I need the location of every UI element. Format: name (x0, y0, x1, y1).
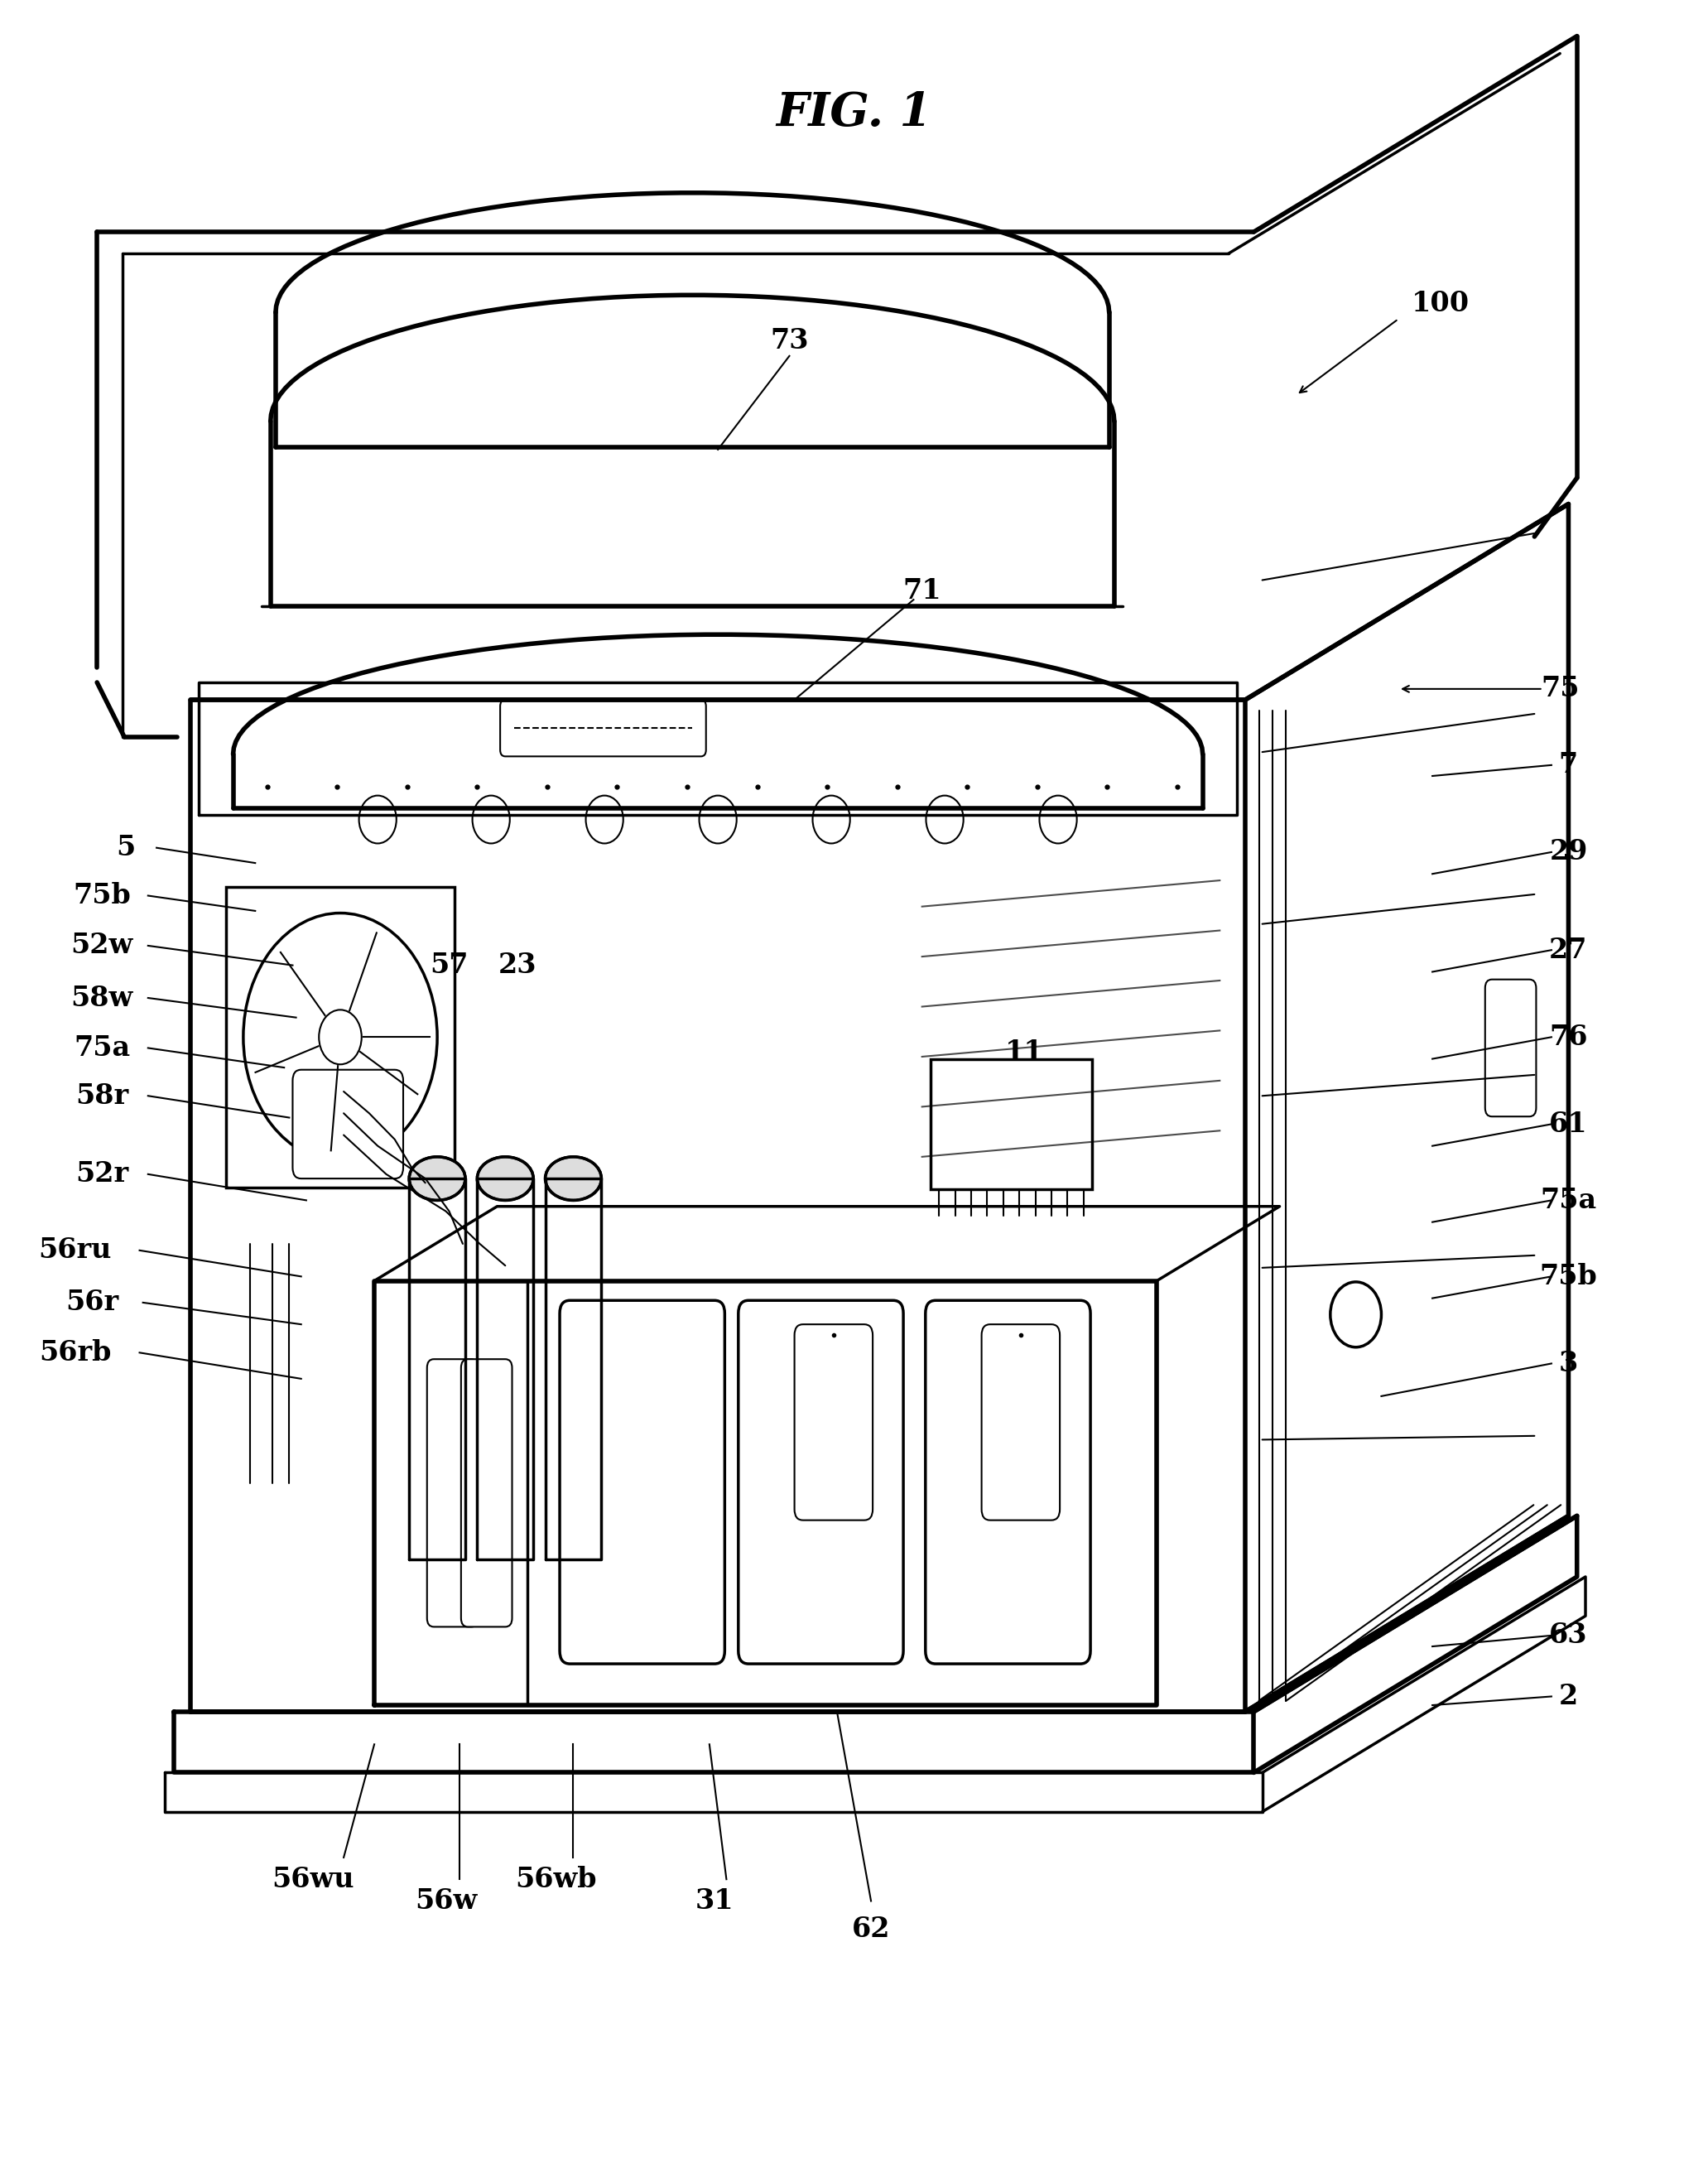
Text: 56r: 56r (65, 1288, 118, 1316)
FancyBboxPatch shape (982, 1325, 1061, 1519)
FancyBboxPatch shape (1486, 980, 1535, 1116)
Text: 76: 76 (1549, 1024, 1588, 1050)
Text: 75b: 75b (1539, 1262, 1597, 1290)
Text: 11: 11 (1004, 1039, 1044, 1065)
FancyBboxPatch shape (292, 1070, 403, 1179)
Text: 27: 27 (1549, 937, 1588, 963)
Text: 75a: 75a (1541, 1188, 1597, 1214)
FancyBboxPatch shape (500, 701, 705, 755)
FancyBboxPatch shape (926, 1301, 1090, 1663)
Text: 61: 61 (1549, 1111, 1588, 1137)
FancyBboxPatch shape (461, 1360, 512, 1626)
Text: 56wb: 56wb (516, 1866, 598, 1893)
FancyBboxPatch shape (427, 1360, 478, 1626)
Text: 71: 71 (904, 576, 941, 605)
Text: 58r: 58r (75, 1083, 128, 1109)
Text: FIG. 1: FIG. 1 (775, 90, 933, 135)
Text: 58w: 58w (72, 985, 133, 1011)
Text: 52r: 52r (75, 1161, 128, 1188)
Text: 29: 29 (1549, 838, 1588, 867)
Text: 73: 73 (770, 327, 808, 354)
Text: 56w: 56w (415, 1888, 477, 1914)
Text: 100: 100 (1413, 290, 1471, 317)
Text: 57: 57 (430, 952, 468, 978)
Text: 56rb: 56rb (39, 1338, 111, 1367)
Text: 63: 63 (1549, 1622, 1588, 1648)
FancyBboxPatch shape (225, 886, 454, 1188)
Text: 56ru: 56ru (38, 1238, 111, 1264)
Text: 62: 62 (852, 1917, 890, 1943)
Text: 2: 2 (1559, 1683, 1578, 1709)
Text: 3: 3 (1559, 1349, 1578, 1377)
Text: 31: 31 (695, 1888, 734, 1914)
Text: 5: 5 (116, 834, 135, 862)
Text: 75b: 75b (73, 882, 132, 910)
Ellipse shape (410, 1157, 465, 1201)
FancyBboxPatch shape (738, 1301, 904, 1663)
Circle shape (319, 1011, 362, 1065)
FancyBboxPatch shape (794, 1325, 873, 1519)
Text: 7: 7 (1559, 751, 1578, 779)
Text: 52w: 52w (72, 932, 133, 958)
Ellipse shape (545, 1157, 601, 1201)
FancyBboxPatch shape (560, 1301, 724, 1663)
Text: 75: 75 (1541, 675, 1580, 703)
FancyBboxPatch shape (931, 1059, 1091, 1190)
Text: 75a: 75a (73, 1035, 130, 1061)
Ellipse shape (477, 1157, 533, 1201)
Text: 23: 23 (499, 952, 536, 978)
Text: 56wu: 56wu (272, 1866, 354, 1893)
